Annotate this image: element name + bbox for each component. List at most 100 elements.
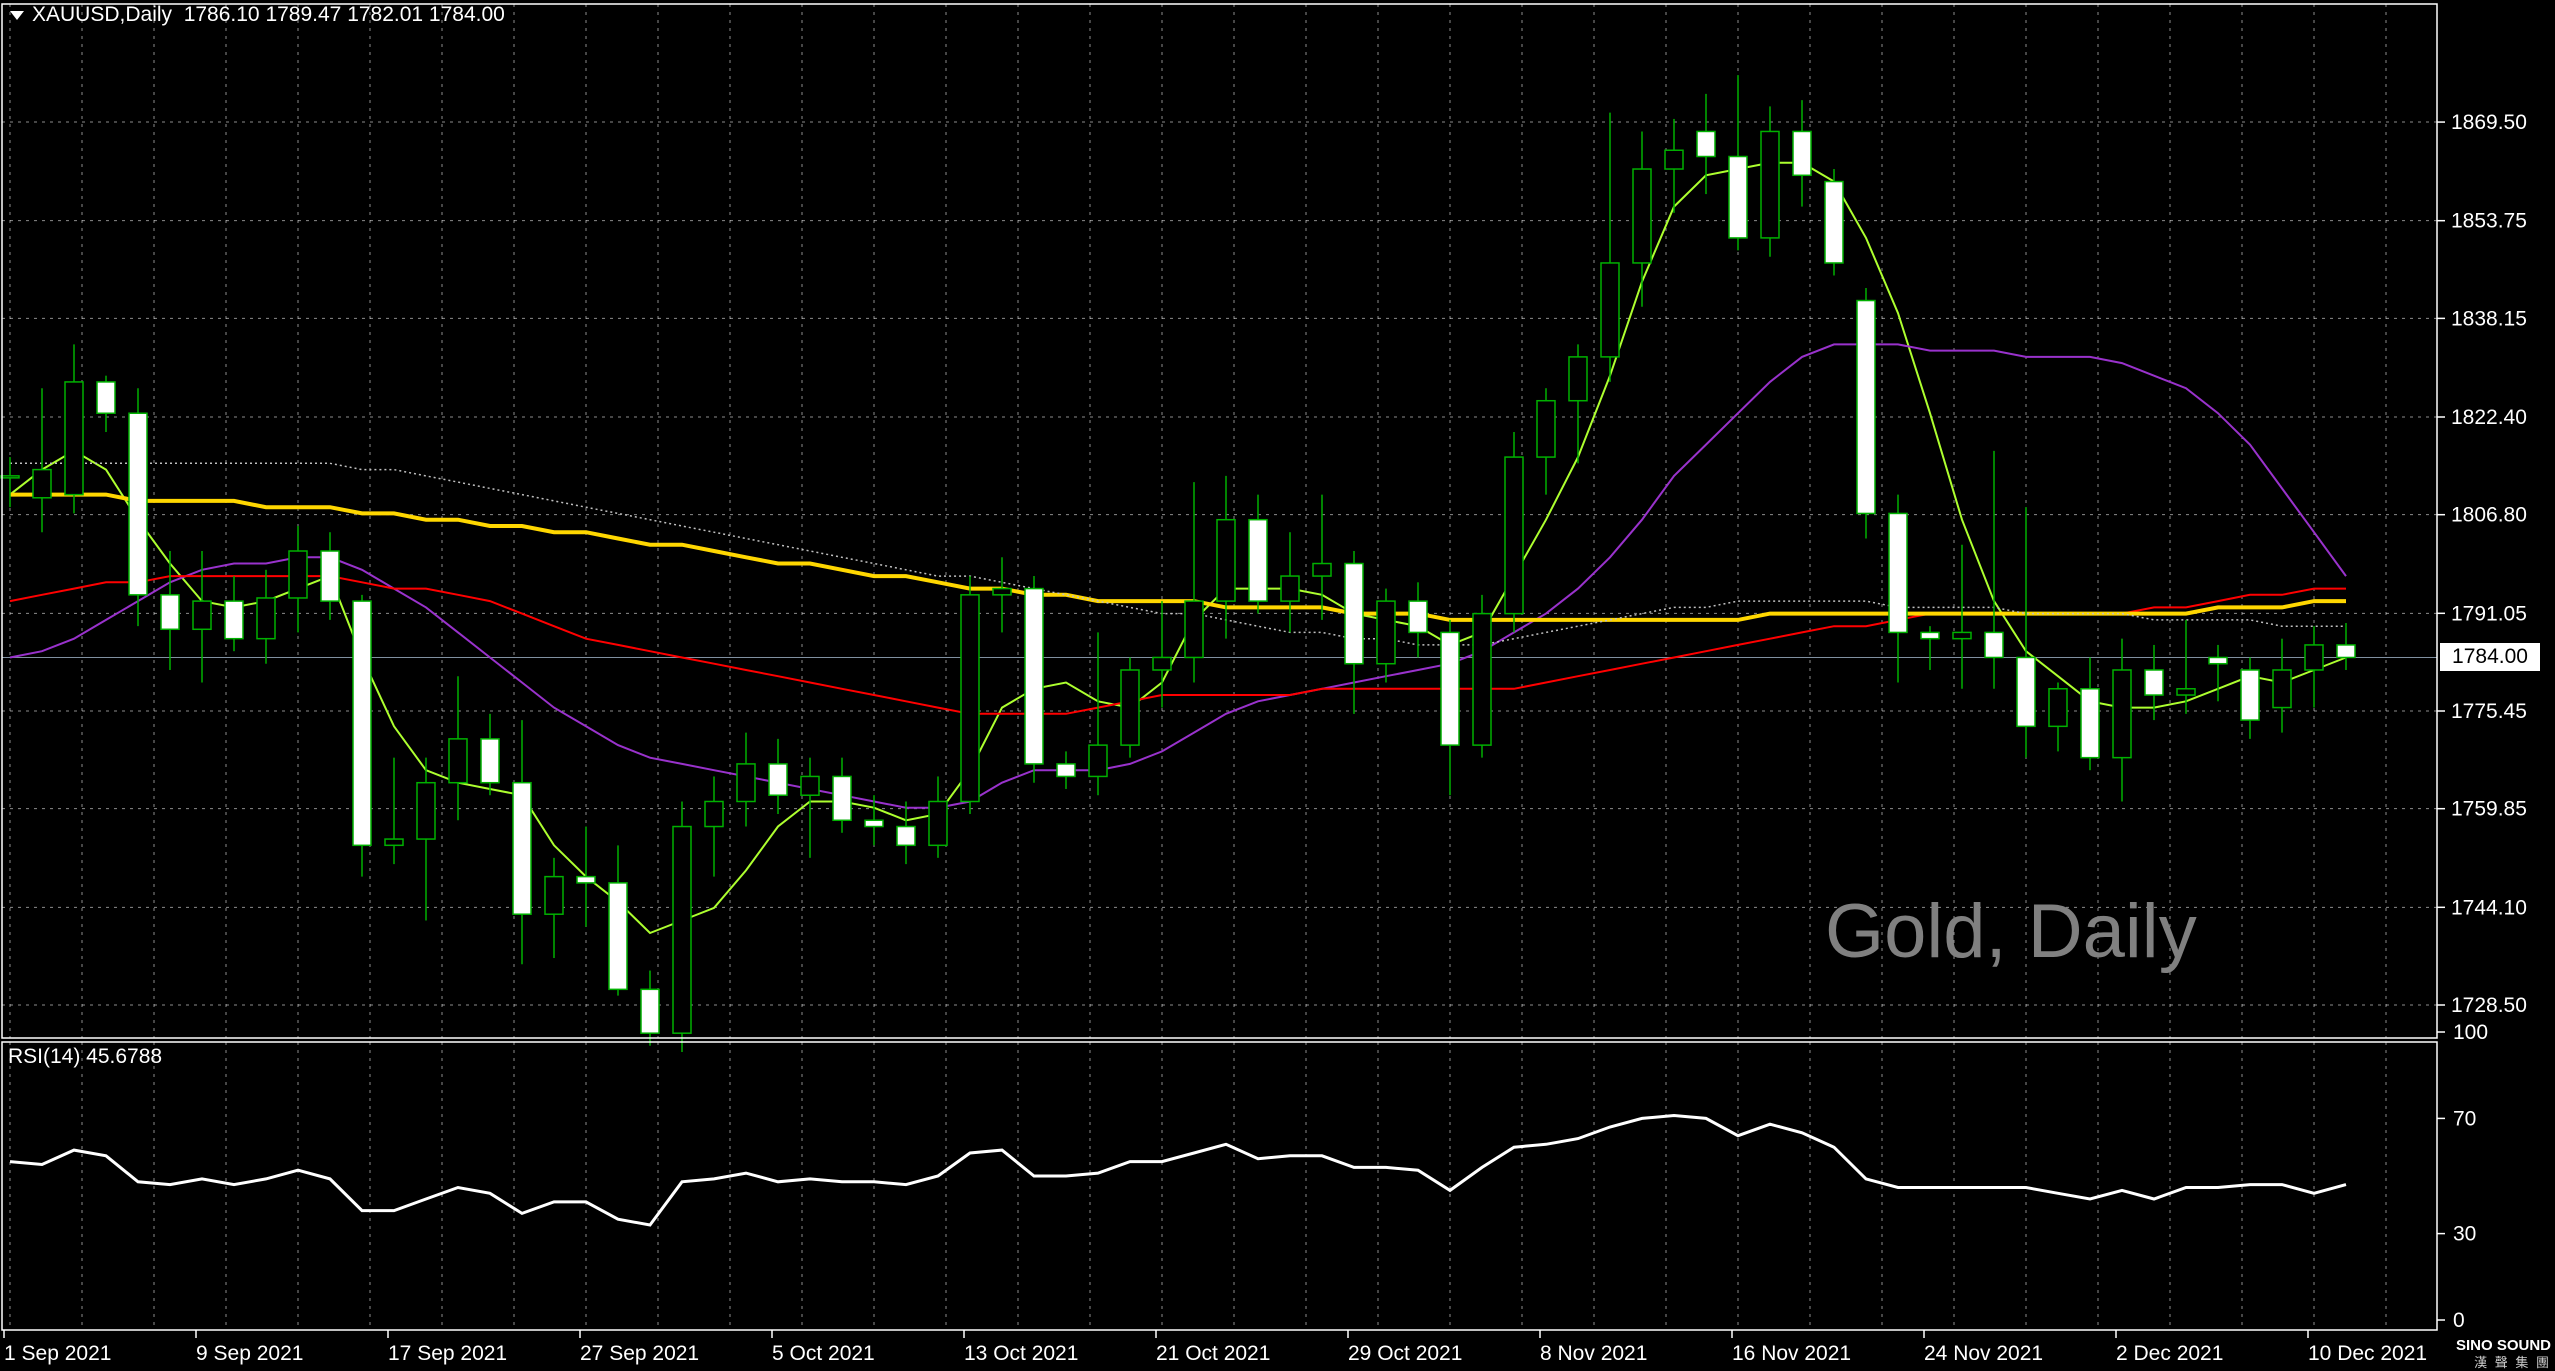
candle-body-down bbox=[320, 550, 340, 602]
candle-body-up bbox=[1216, 518, 1236, 602]
candle bbox=[384, 757, 404, 865]
candle-body-up bbox=[1504, 456, 1524, 615]
candle bbox=[1824, 169, 1844, 276]
rsi-indicator bbox=[9, 1113, 2347, 1227]
candle bbox=[2304, 626, 2324, 708]
candle bbox=[1952, 544, 1972, 689]
candle-body-up bbox=[928, 800, 948, 847]
candle-body-up bbox=[192, 600, 212, 631]
candle-body-down bbox=[1696, 130, 1716, 158]
candle bbox=[1792, 100, 1812, 207]
candle bbox=[1984, 450, 2004, 689]
candle bbox=[192, 551, 212, 683]
candle-body-up bbox=[448, 738, 468, 784]
candle bbox=[320, 532, 340, 620]
date-axis-label: 9 Sep 2021 bbox=[196, 1342, 303, 1365]
ma-line-ma-fast bbox=[9, 161, 2347, 935]
price-axis-label: 1728.50 bbox=[2451, 994, 2527, 1017]
price-axis-label: 1744.10 bbox=[2451, 896, 2527, 919]
candle bbox=[800, 757, 820, 858]
candle-body-down bbox=[480, 738, 500, 784]
rsi-axis-label: 70 bbox=[2453, 1107, 2476, 1130]
candle bbox=[1696, 93, 1716, 195]
candle bbox=[2176, 619, 2196, 714]
chart-axes: 1869.50 1853.75 1838.15 1822.40 1806.80 1791.… bbox=[1, 3, 2527, 1365]
candle-body-down bbox=[896, 825, 916, 847]
candle-body-up bbox=[288, 550, 308, 599]
candle-body-up bbox=[1376, 600, 1396, 665]
candle-body-down bbox=[1728, 155, 1748, 239]
candle-body-down bbox=[1440, 631, 1460, 746]
candle bbox=[2048, 682, 2068, 752]
candle-body-down bbox=[1248, 518, 1268, 602]
date-axis-label: 29 Oct 2021 bbox=[1348, 1342, 1462, 1365]
ohlc-values: 1786.10 1789.47 1782.01 1784.00 bbox=[183, 3, 505, 26]
moving-averages bbox=[9, 161, 2347, 935]
candle bbox=[608, 845, 628, 996]
chart-watermark: Gold, Daily bbox=[1825, 889, 2197, 974]
candle bbox=[288, 525, 308, 633]
candle bbox=[1056, 751, 1076, 789]
candle bbox=[1120, 657, 1140, 758]
price-axis-label: 1869.50 bbox=[2451, 111, 2527, 134]
candle bbox=[2240, 657, 2260, 739]
candle bbox=[416, 757, 436, 921]
symbol-timeframe: XAUUSD,Daily bbox=[32, 3, 173, 26]
candle bbox=[736, 732, 756, 827]
candle bbox=[576, 826, 596, 927]
candle bbox=[544, 857, 564, 959]
candle-body-down bbox=[640, 988, 660, 1034]
price-panel-frame bbox=[1, 3, 2438, 1039]
candle-body-up bbox=[1760, 130, 1780, 239]
candle-body-down bbox=[512, 781, 532, 915]
candle bbox=[480, 713, 500, 796]
candle-body-down bbox=[864, 819, 884, 828]
candle bbox=[2144, 644, 2164, 721]
candle bbox=[2112, 638, 2132, 802]
date-axis-label: 27 Sep 2021 bbox=[580, 1342, 699, 1365]
candle-body-down bbox=[2240, 669, 2260, 721]
date-axis-label: 5 Oct 2021 bbox=[772, 1342, 875, 1365]
date-axis-label: 8 Nov 2021 bbox=[1540, 1342, 1647, 1365]
chart-grid bbox=[2, 4, 2437, 1330]
candle bbox=[512, 720, 532, 965]
candle bbox=[1248, 494, 1268, 614]
candle-body-up bbox=[256, 597, 276, 640]
candle bbox=[768, 738, 788, 815]
price-axis-label: 1822.40 bbox=[2451, 406, 2527, 429]
candle-body-up bbox=[2304, 644, 2324, 671]
candle bbox=[864, 795, 884, 846]
rsi-axis-label: 100 bbox=[2453, 1021, 2488, 1044]
candle-body-up bbox=[1312, 562, 1332, 577]
price-axis-label: 1806.80 bbox=[2451, 504, 2527, 527]
candle-body-up bbox=[384, 838, 404, 847]
candle-body-up bbox=[544, 875, 564, 915]
candle bbox=[1216, 475, 1236, 639]
candle-body-up bbox=[800, 775, 820, 796]
candle bbox=[1888, 494, 1908, 683]
candle-body-down bbox=[1792, 130, 1812, 177]
date-axis-label: 1 Sep 2021 bbox=[4, 1342, 111, 1365]
candle bbox=[96, 375, 116, 433]
candle bbox=[2336, 623, 2356, 670]
candle-body-down bbox=[128, 412, 148, 596]
collapse-triangle-icon[interactable] bbox=[10, 10, 24, 20]
candle bbox=[352, 594, 372, 877]
candle bbox=[960, 576, 980, 815]
candle-body-down bbox=[832, 775, 852, 822]
candle-body-up bbox=[1568, 356, 1588, 402]
candle bbox=[1472, 594, 1492, 758]
price-axis-label: 1838.15 bbox=[2451, 307, 2527, 330]
candle-body-down bbox=[768, 763, 788, 796]
candle bbox=[1280, 532, 1300, 633]
candle bbox=[1568, 344, 1588, 464]
candle-body-up bbox=[1120, 669, 1140, 746]
rsi-axis-label: 0 bbox=[2453, 1309, 2465, 1332]
candle bbox=[1920, 626, 1940, 670]
candle-body-down bbox=[1408, 600, 1428, 634]
candle bbox=[1344, 551, 1364, 714]
ma-line-ma-dotted bbox=[10, 462, 2346, 646]
candle-body-up bbox=[736, 763, 756, 803]
candle-body-up bbox=[2272, 669, 2292, 709]
